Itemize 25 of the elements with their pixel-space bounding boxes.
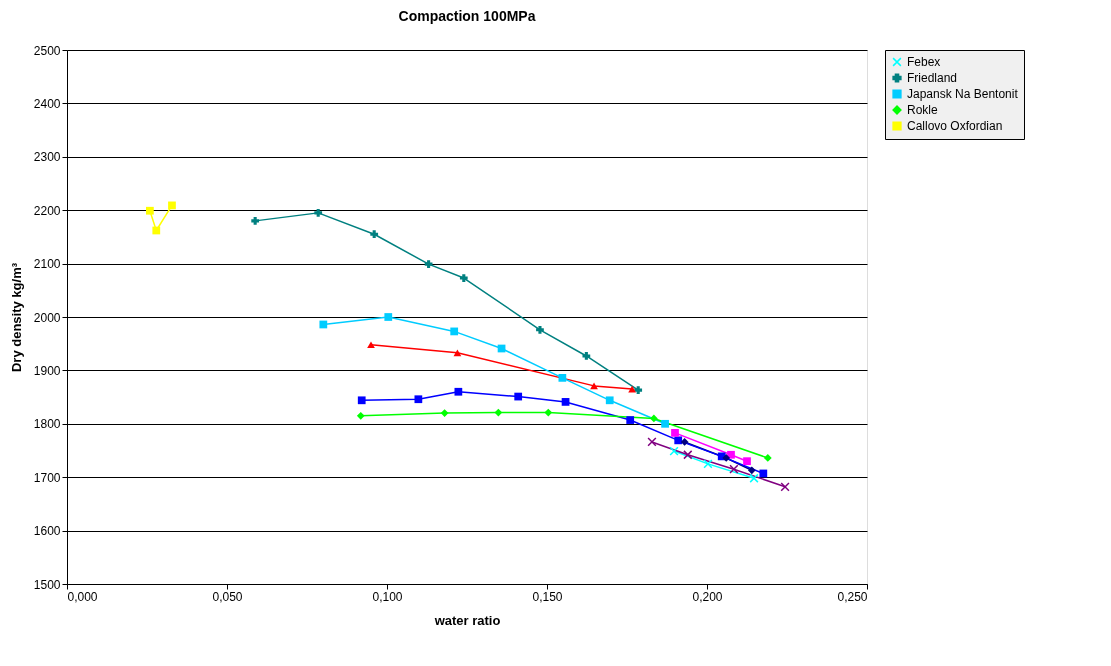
y-tick-label: 1800 xyxy=(33,417,61,432)
y-tick-label: 2200 xyxy=(33,203,61,218)
y-axis-title: Dry density kg/m³ xyxy=(8,262,24,373)
x-tick-label: 0,000 xyxy=(67,589,98,604)
y-tick-label: 1600 xyxy=(33,524,61,539)
x-tick-label: 0,250 xyxy=(837,589,868,604)
legend-label: Friedland xyxy=(907,71,958,85)
y-tick-label: 2400 xyxy=(33,96,61,111)
y-tick-label: 2000 xyxy=(33,310,61,325)
y-tick-label: 2500 xyxy=(33,43,61,58)
x-tick-label: 0,050 xyxy=(212,589,243,604)
y-tick-label: 1700 xyxy=(33,470,61,485)
y-tick-label: 2300 xyxy=(33,150,61,165)
x-axis-title: water ratio xyxy=(433,612,501,628)
y-tick-label: 2100 xyxy=(33,257,61,272)
legend-label: Japansk Na Bentonit xyxy=(907,87,1019,101)
x-tick-label: 0,200 xyxy=(692,589,723,604)
y-tick-label: 1900 xyxy=(33,363,61,378)
legend-label: Febex xyxy=(907,55,941,69)
x-tick-label: 0,100 xyxy=(372,589,403,604)
chart-title: Compaction 100MPa xyxy=(398,8,536,24)
legend-label: Rokle xyxy=(907,103,939,117)
y-tick-label: 1500 xyxy=(33,577,61,592)
legend-label: Callovo Oxfordian xyxy=(907,119,1003,133)
x-tick-label: 0,150 xyxy=(532,589,563,604)
